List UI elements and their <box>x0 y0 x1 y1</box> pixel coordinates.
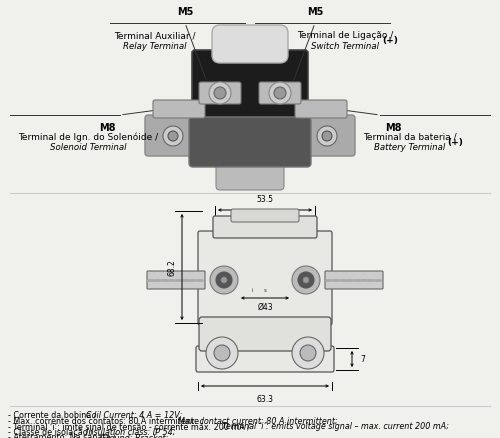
FancyBboxPatch shape <box>199 317 331 351</box>
Circle shape <box>292 266 320 294</box>
Circle shape <box>221 277 227 283</box>
FancyBboxPatch shape <box>196 346 334 372</box>
Circle shape <box>292 337 324 369</box>
Text: - Corrente da bobina /: - Corrente da bobina / <box>8 410 99 419</box>
Circle shape <box>298 272 314 288</box>
FancyBboxPatch shape <box>231 209 299 223</box>
Text: Terminal da bateria /: Terminal da bateria / <box>363 133 457 141</box>
Circle shape <box>214 88 226 100</box>
FancyBboxPatch shape <box>299 116 355 157</box>
FancyBboxPatch shape <box>199 83 241 105</box>
Text: Insulation class: IP 54;: Insulation class: IP 54; <box>86 427 176 436</box>
FancyBboxPatch shape <box>216 157 284 191</box>
Text: Battery Terminal: Battery Terminal <box>374 143 446 152</box>
Circle shape <box>206 337 238 369</box>
Text: Max. contact current: 80 A intermittent;: Max. contact current: 80 A intermittent; <box>178 416 338 424</box>
Text: Terminal de Ligação /: Terminal de Ligação / <box>297 31 393 40</box>
Circle shape <box>214 345 230 361</box>
Text: Ø43: Ø43 <box>257 302 273 311</box>
Text: M5: M5 <box>177 7 193 17</box>
Text: Ground: Bracket;: Ground: Bracket; <box>100 432 168 438</box>
FancyBboxPatch shape <box>259 83 301 105</box>
FancyBboxPatch shape <box>325 272 383 290</box>
Circle shape <box>210 266 238 294</box>
Circle shape <box>168 132 178 141</box>
Text: (+): (+) <box>447 138 463 147</box>
Text: Coil Current: 4 A = 12V;: Coil Current: 4 A = 12V; <box>86 410 182 419</box>
FancyBboxPatch shape <box>153 101 205 119</box>
FancyBboxPatch shape <box>198 231 332 325</box>
Text: Relay Terminal: Relay Terminal <box>123 42 187 51</box>
Circle shape <box>303 277 309 283</box>
FancyBboxPatch shape <box>192 51 308 132</box>
Circle shape <box>209 83 231 105</box>
Circle shape <box>269 83 291 105</box>
FancyBboxPatch shape <box>213 216 317 238</box>
Text: M8: M8 <box>99 123 115 133</box>
Circle shape <box>274 88 286 100</box>
Text: Terminal Auxiliar /: Terminal Auxiliar / <box>114 31 196 40</box>
Text: Switch Terminal: Switch Terminal <box>311 42 379 51</box>
Text: 68.2: 68.2 <box>168 259 176 276</box>
Text: i: i <box>252 288 253 293</box>
FancyBboxPatch shape <box>189 118 311 168</box>
Text: - Classe de isolação /: - Classe de isolação / <box>8 427 96 436</box>
Text: (+): (+) <box>382 36 398 45</box>
Text: 7: 7 <box>360 355 365 364</box>
Text: - Aterramento: Na sapata /: - Aterramento: Na sapata / <box>8 432 118 438</box>
Text: Terminal ‘i’: emits voltage signal – max. current 200 mA;: Terminal ‘i’: emits voltage signal – max… <box>222 421 449 430</box>
Text: 63.3: 63.3 <box>256 394 274 403</box>
FancyBboxPatch shape <box>212 26 288 64</box>
Circle shape <box>317 127 337 147</box>
Text: 53.5: 53.5 <box>256 194 274 204</box>
Text: - Terminal ‘i’: imite sinal de tensão - corrente máx. 200 mA /: - Terminal ‘i’: imite sinal de tensão - … <box>8 421 252 430</box>
Circle shape <box>322 132 332 141</box>
Text: Solenoid Terminal: Solenoid Terminal <box>50 143 126 152</box>
FancyBboxPatch shape <box>147 272 205 290</box>
Circle shape <box>300 345 316 361</box>
Text: M8: M8 <box>385 123 401 133</box>
Circle shape <box>216 272 232 288</box>
FancyBboxPatch shape <box>295 101 347 119</box>
Circle shape <box>163 127 183 147</box>
FancyBboxPatch shape <box>145 116 201 157</box>
Text: Terminal de Ign. do Solenóide /: Terminal de Ign. do Solenóide / <box>18 133 158 142</box>
Text: - Max. corrente dos contatos: 80 A intermitente /: - Max. corrente dos contatos: 80 A inter… <box>8 416 207 424</box>
Text: s: s <box>264 288 266 293</box>
Text: M5: M5 <box>307 7 323 17</box>
Text: Z/M: Z/M <box>231 130 269 148</box>
